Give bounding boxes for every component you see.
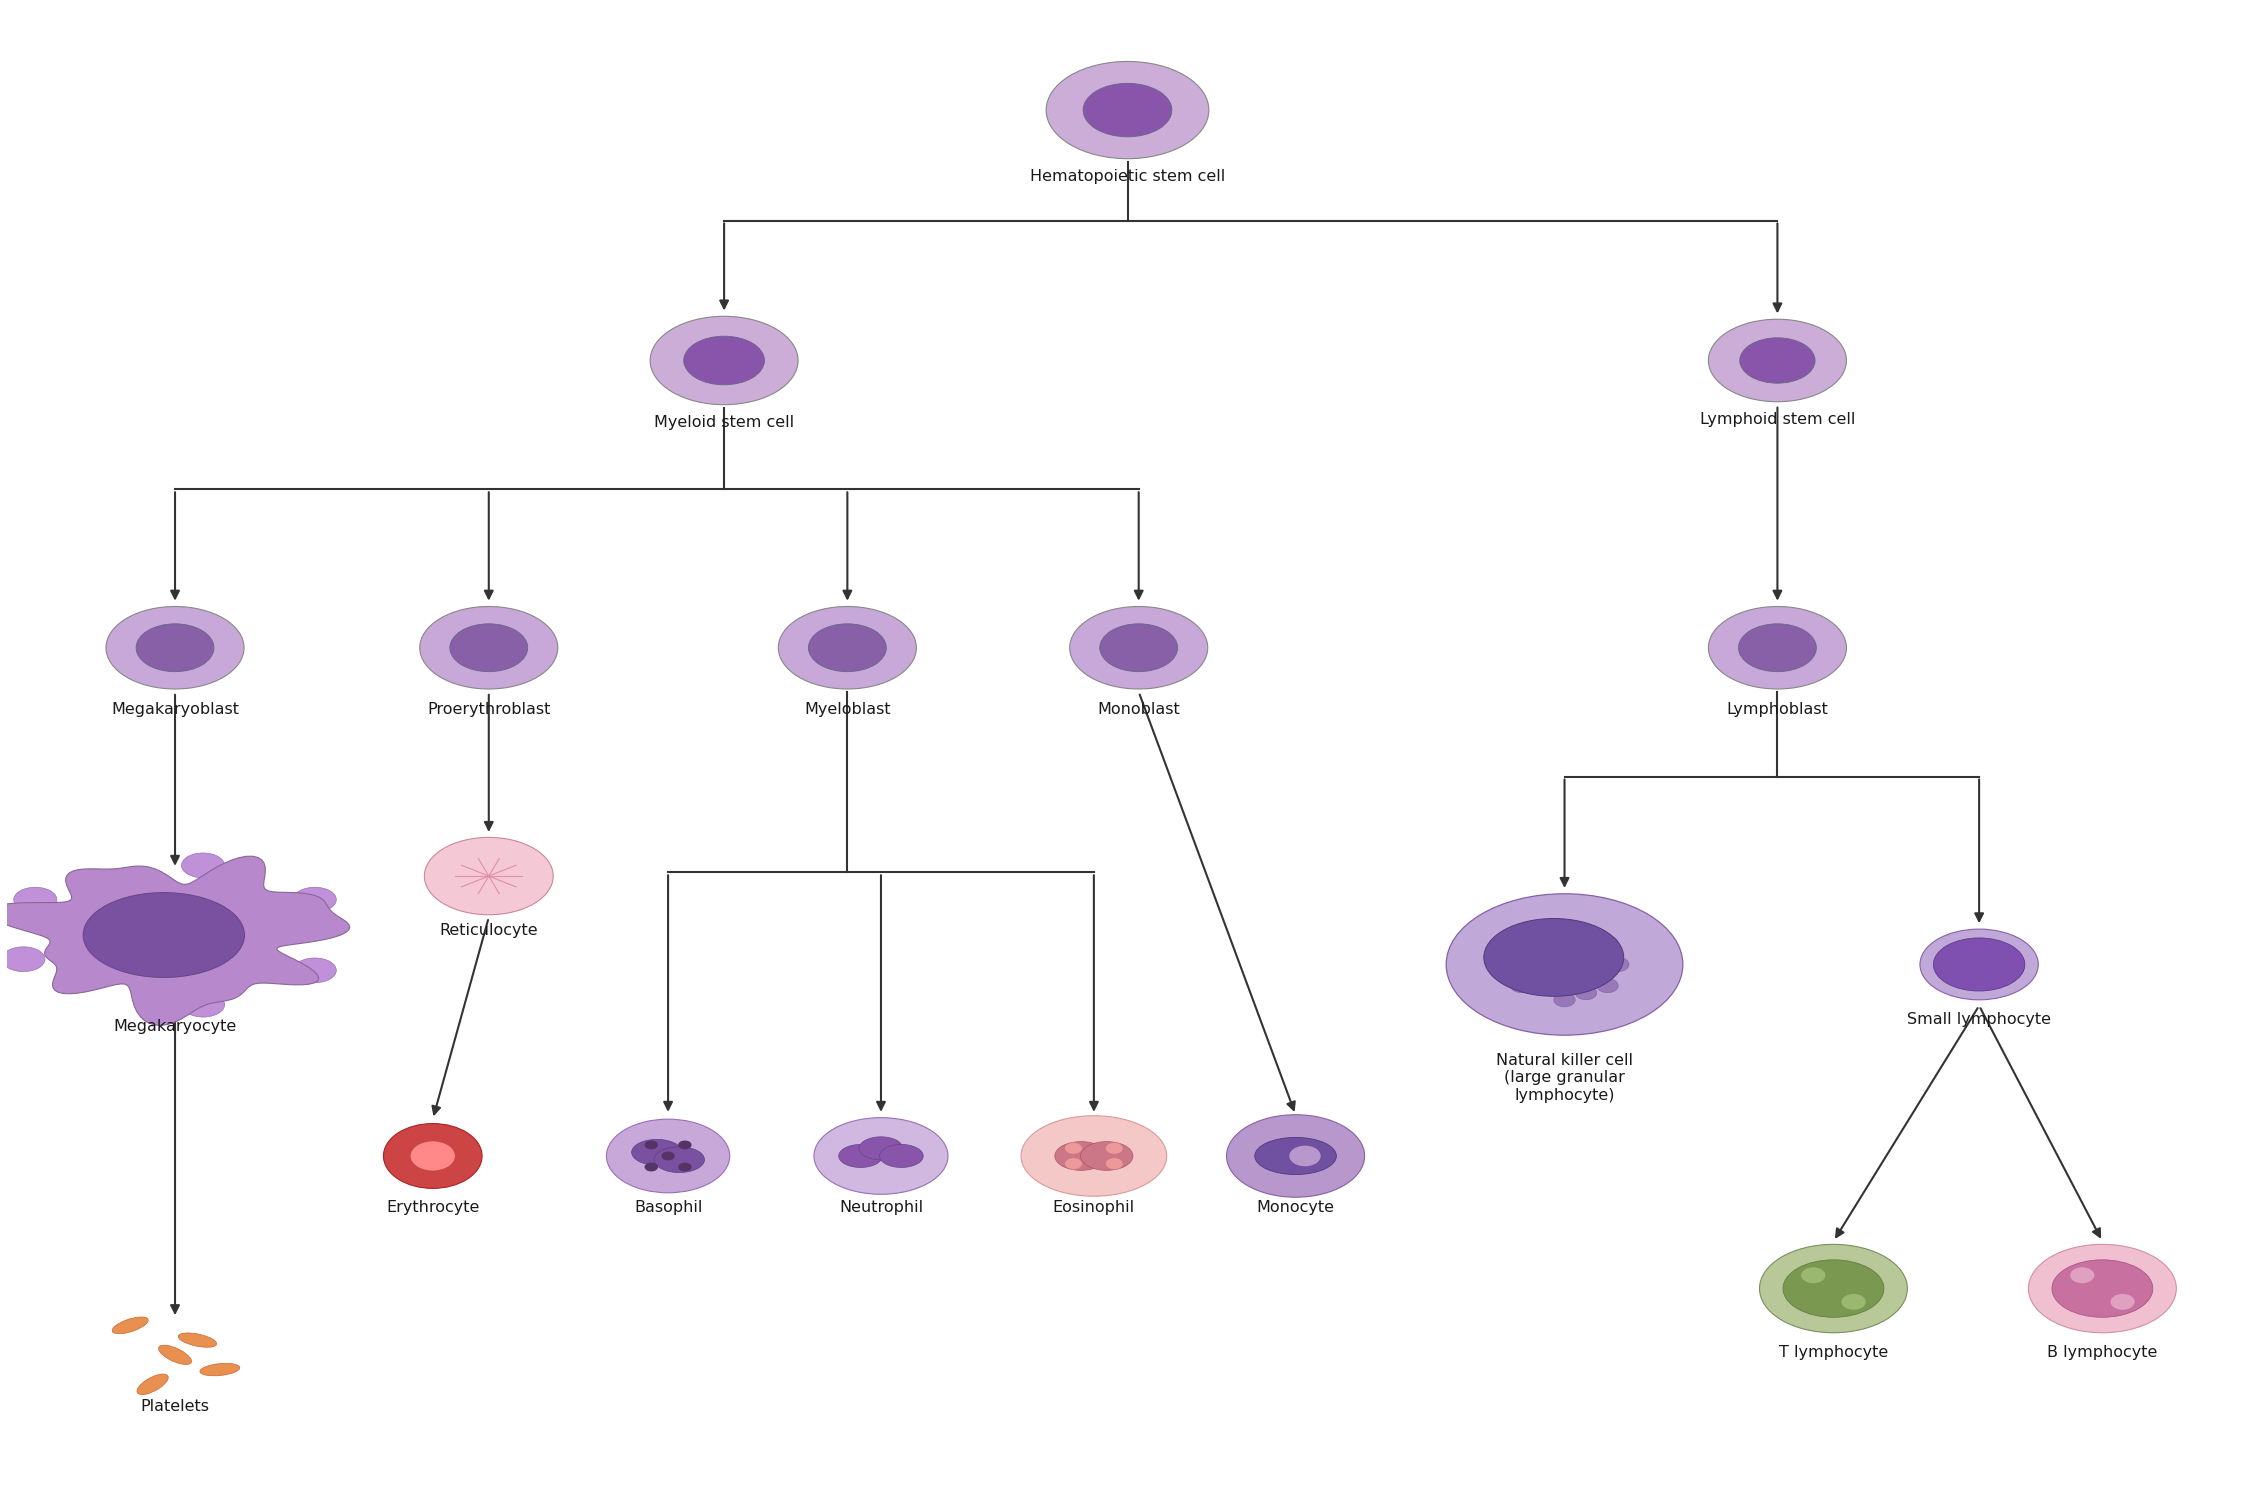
Ellipse shape (814, 1118, 947, 1194)
Text: Platelets: Platelets (140, 1399, 210, 1414)
Text: Myeloid stem cell: Myeloid stem cell (654, 415, 794, 430)
Circle shape (1500, 958, 1522, 971)
Ellipse shape (1046, 61, 1209, 159)
Ellipse shape (1919, 929, 2039, 999)
Ellipse shape (1445, 894, 1682, 1035)
Ellipse shape (183, 992, 226, 1017)
Ellipse shape (1709, 320, 1847, 401)
Ellipse shape (1055, 1142, 1107, 1170)
Text: Erythrocyte: Erythrocyte (386, 1200, 480, 1215)
Circle shape (410, 1142, 456, 1170)
Ellipse shape (654, 1146, 704, 1173)
Ellipse shape (1784, 1259, 1883, 1317)
Circle shape (1554, 922, 1576, 937)
Circle shape (1064, 1142, 1082, 1154)
Text: Natural killer cell
(large granular
lymphocyte): Natural killer cell (large granular lymp… (1495, 1053, 1633, 1103)
Ellipse shape (2030, 1245, 2176, 1332)
Polygon shape (0, 857, 350, 1026)
Ellipse shape (293, 888, 336, 912)
Circle shape (1608, 958, 1628, 971)
Ellipse shape (1082, 83, 1173, 137)
Ellipse shape (419, 607, 557, 688)
Ellipse shape (1022, 1115, 1166, 1196)
Ellipse shape (607, 1120, 731, 1193)
Text: Small lymphocyte: Small lymphocyte (1908, 1011, 2052, 1026)
Circle shape (1576, 986, 1597, 999)
Ellipse shape (113, 1317, 149, 1334)
Ellipse shape (293, 958, 336, 983)
Circle shape (1511, 937, 1531, 950)
Ellipse shape (1484, 919, 1624, 996)
Text: Lymphoid stem cell: Lymphoid stem cell (1700, 412, 1856, 427)
Ellipse shape (1100, 625, 1177, 672)
Ellipse shape (1739, 625, 1815, 672)
Circle shape (679, 1141, 692, 1149)
Ellipse shape (2052, 1259, 2154, 1317)
Text: Megakaryocyte: Megakaryocyte (113, 1019, 237, 1033)
Ellipse shape (1069, 607, 1209, 688)
Circle shape (645, 1163, 658, 1172)
Ellipse shape (649, 317, 798, 404)
Text: Hematopoietic stem cell: Hematopoietic stem cell (1031, 170, 1224, 184)
Text: Proerythroblast: Proerythroblast (426, 702, 550, 717)
Ellipse shape (839, 1145, 882, 1167)
Text: Megakaryoblast: Megakaryoblast (110, 702, 239, 717)
Text: Monocyte: Monocyte (1256, 1200, 1335, 1215)
Circle shape (2111, 1294, 2135, 1310)
Text: Neutrophil: Neutrophil (839, 1200, 922, 1215)
Ellipse shape (106, 607, 244, 688)
Ellipse shape (178, 1332, 216, 1347)
Ellipse shape (158, 1346, 192, 1365)
Circle shape (2070, 1267, 2095, 1283)
Ellipse shape (183, 854, 226, 877)
Circle shape (1842, 1294, 1865, 1310)
Ellipse shape (135, 625, 214, 672)
Text: B lymphocyte: B lymphocyte (2048, 1344, 2158, 1359)
Text: T lymphocyte: T lymphocyte (1779, 1344, 1887, 1359)
Ellipse shape (1741, 338, 1815, 384)
Ellipse shape (683, 336, 764, 385)
Ellipse shape (1759, 1245, 1908, 1332)
Ellipse shape (14, 888, 56, 912)
Circle shape (1802, 1267, 1824, 1283)
Text: Eosinophil: Eosinophil (1053, 1200, 1134, 1215)
Ellipse shape (2, 947, 45, 971)
Circle shape (383, 1124, 483, 1188)
Ellipse shape (859, 1138, 902, 1160)
Ellipse shape (1254, 1138, 1337, 1175)
Ellipse shape (1227, 1115, 1364, 1197)
Ellipse shape (810, 625, 886, 672)
Circle shape (1531, 929, 1554, 943)
Ellipse shape (1290, 1145, 1321, 1166)
Text: Basophil: Basophil (634, 1200, 701, 1215)
Ellipse shape (1709, 607, 1847, 688)
Ellipse shape (1080, 1142, 1132, 1170)
Text: Monoblast: Monoblast (1098, 702, 1179, 717)
Text: Lymphoblast: Lymphoblast (1727, 702, 1829, 717)
Ellipse shape (879, 1145, 922, 1167)
Ellipse shape (778, 607, 916, 688)
Ellipse shape (631, 1139, 681, 1166)
Circle shape (661, 1151, 674, 1160)
Circle shape (1554, 993, 1576, 1007)
Ellipse shape (424, 837, 552, 915)
Circle shape (1511, 978, 1531, 993)
Circle shape (679, 1163, 692, 1172)
Circle shape (1064, 1158, 1082, 1169)
Ellipse shape (451, 625, 528, 672)
Circle shape (1597, 978, 1619, 993)
Text: Reticulocyte: Reticulocyte (440, 923, 539, 938)
Ellipse shape (138, 1374, 169, 1395)
Circle shape (1105, 1158, 1123, 1169)
Ellipse shape (1933, 938, 2025, 990)
Circle shape (645, 1141, 658, 1149)
Ellipse shape (201, 1364, 239, 1375)
Text: Myeloblast: Myeloblast (805, 702, 891, 717)
Ellipse shape (83, 892, 244, 977)
Circle shape (1105, 1142, 1123, 1154)
Circle shape (1597, 937, 1619, 950)
